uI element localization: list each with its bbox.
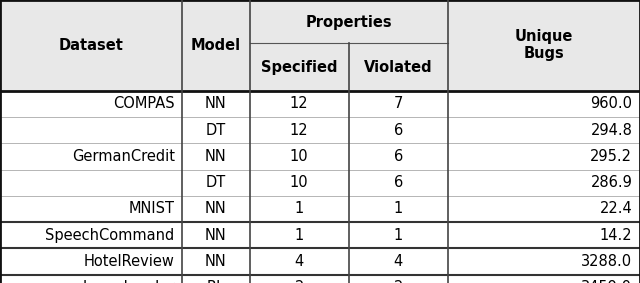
Bar — [0, 196, 640, 222]
Text: RL: RL — [207, 280, 225, 283]
Text: COMPAS: COMPAS — [113, 96, 175, 111]
Text: Specified: Specified — [261, 60, 337, 76]
Text: 10: 10 — [290, 175, 308, 190]
Text: 7: 7 — [394, 96, 403, 111]
Text: NN: NN — [205, 201, 227, 216]
Text: 6: 6 — [394, 149, 403, 164]
Text: NN: NN — [205, 228, 227, 243]
Text: MNIST: MNIST — [129, 201, 175, 216]
Text: 4: 4 — [294, 254, 304, 269]
Text: 12: 12 — [290, 123, 308, 138]
Text: 3459.0: 3459.0 — [581, 280, 632, 283]
Text: Unique
Bugs: Unique Bugs — [515, 29, 573, 61]
Text: 14.2: 14.2 — [600, 228, 632, 243]
Bar — [0, 222, 640, 248]
Text: 1: 1 — [394, 228, 403, 243]
Bar — [0, 170, 640, 196]
Bar — [0, 0, 640, 91]
Text: SpeechCommand: SpeechCommand — [45, 228, 175, 243]
Text: HotelReview: HotelReview — [84, 254, 175, 269]
Text: 2: 2 — [294, 280, 304, 283]
Text: DT: DT — [206, 123, 226, 138]
Text: DT: DT — [206, 175, 226, 190]
Text: NN: NN — [205, 254, 227, 269]
Bar — [0, 91, 640, 117]
Text: 4: 4 — [394, 254, 403, 269]
Text: 960.0: 960.0 — [590, 96, 632, 111]
Text: NN: NN — [205, 96, 227, 111]
Text: NN: NN — [205, 149, 227, 164]
Text: 6: 6 — [394, 175, 403, 190]
Text: 3288.0: 3288.0 — [581, 254, 632, 269]
Bar — [0, 248, 640, 275]
Text: Model: Model — [191, 38, 241, 53]
Text: 1: 1 — [394, 201, 403, 216]
Bar — [0, 117, 640, 143]
Text: 22.4: 22.4 — [600, 201, 632, 216]
Text: Violated: Violated — [364, 60, 433, 76]
Text: GermanCredit: GermanCredit — [72, 149, 175, 164]
Text: Dataset: Dataset — [59, 38, 124, 53]
Text: 6: 6 — [394, 123, 403, 138]
Text: 2: 2 — [394, 280, 403, 283]
Text: Properties: Properties — [305, 15, 392, 30]
Text: 286.9: 286.9 — [591, 175, 632, 190]
Bar — [0, 143, 640, 170]
Bar — [0, 275, 640, 283]
Text: 10: 10 — [290, 149, 308, 164]
Text: 12: 12 — [290, 96, 308, 111]
Text: 295.2: 295.2 — [590, 149, 632, 164]
Text: 1: 1 — [294, 201, 304, 216]
Text: 294.8: 294.8 — [591, 123, 632, 138]
Text: 1: 1 — [294, 228, 304, 243]
Text: LunarLander: LunarLander — [83, 280, 175, 283]
